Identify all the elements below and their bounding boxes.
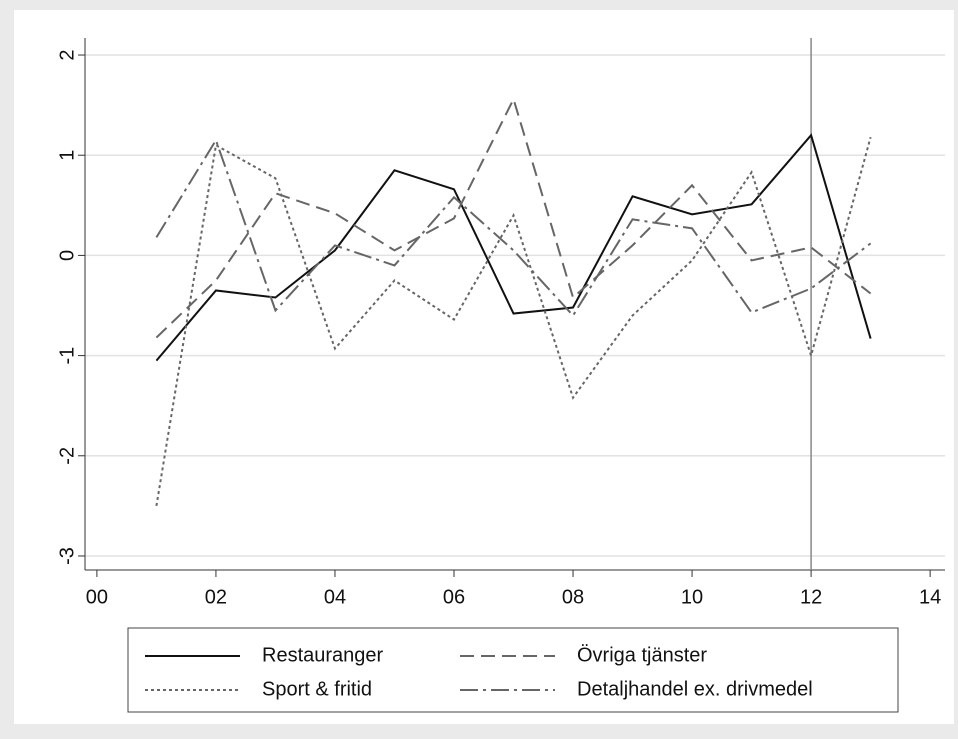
y-tick-label: 2 [56, 49, 78, 60]
y-tick-label: -3 [56, 547, 78, 565]
series-line [155, 137, 872, 318]
series-line [155, 136, 872, 507]
y-tick-label: 0 [56, 250, 78, 261]
legend-label: Sport & fritid [262, 678, 372, 700]
legend-label: Detaljhandel ex. drivmedel [577, 678, 813, 700]
x-tick-label: 12 [800, 586, 822, 608]
series-line [155, 96, 872, 339]
y-tick-label: -1 [56, 347, 78, 365]
x-tick-label: 04 [324, 586, 346, 608]
y-tick-label: -2 [56, 447, 78, 465]
series-line [155, 133, 872, 362]
x-tick-label: 10 [681, 586, 703, 608]
legend-label: Restauranger [262, 644, 384, 666]
legend-label: Övriga tjänster [577, 644, 707, 666]
y-tick-label: 1 [56, 150, 78, 161]
x-tick-label: 14 [919, 586, 941, 608]
x-tick-label: 02 [205, 586, 227, 608]
legend-box [127, 627, 899, 713]
x-tick-label: 06 [443, 586, 465, 608]
x-tick-label: 00 [86, 586, 108, 608]
x-tick-label: 08 [562, 586, 584, 608]
chart-background [14, 10, 954, 724]
